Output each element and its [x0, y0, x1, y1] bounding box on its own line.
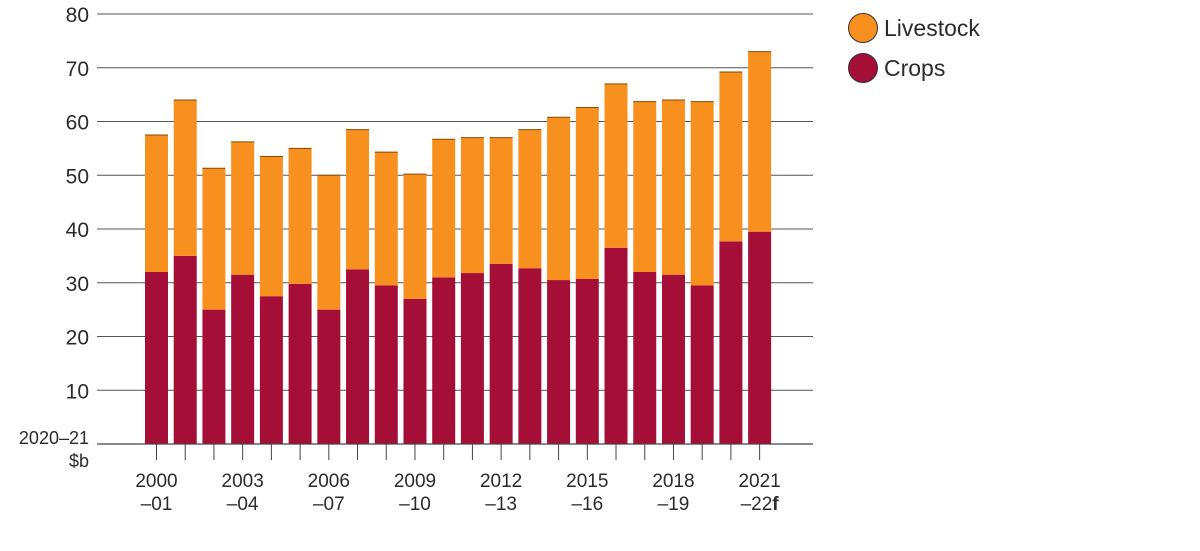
x-tick-label-year-3: 2003 [222, 471, 264, 492]
bar-crops-1 [173, 255, 197, 444]
bar-livestock-3 [231, 141, 255, 275]
bar-crops-19 [690, 285, 714, 444]
x-tick-label-year-6: 2006 [308, 471, 350, 492]
y-axis-tick-labels: 10 20 30 40 50 60 70 80 [66, 4, 89, 403]
legend-swatch-crops [848, 53, 878, 83]
bar-crops-18 [661, 274, 685, 444]
bar-crops-6 [317, 309, 341, 444]
bar-livestock-17 [633, 101, 657, 272]
legend-swatch-livestock [848, 13, 878, 43]
y-tick-label-50: 50 [66, 165, 89, 188]
x-tick-label-year-15: 2015 [566, 471, 608, 492]
bar-livestock-8 [374, 152, 398, 286]
bar-crops-7 [346, 269, 370, 444]
y-tick-label-80: 80 [66, 4, 89, 27]
bar-crops-2 [202, 309, 226, 444]
bar-livestock-16 [604, 83, 628, 248]
x-tick-label-span-18: –19 [658, 494, 690, 515]
bar-livestock-7 [346, 129, 370, 270]
x-tick-label-span-15: –16 [571, 494, 603, 515]
x-axis-tick-labels: 2000–012003–042006–072009–102012–132015–… [135, 471, 780, 515]
bar-livestock-18 [661, 100, 685, 275]
forecast-marker: f [772, 494, 779, 515]
stacked-bar-chart: 10 20 30 40 50 60 70 80 2000–01 2003–04 2006–07 20… [19, 4, 813, 515]
x-tick-label-year-12: 2012 [480, 471, 522, 492]
y-tick-label-40: 40 [66, 219, 89, 242]
bar-livestock-1 [173, 100, 197, 256]
x-tick-label-span-3: –04 [227, 494, 259, 515]
y-tick-label-30: 30 [66, 273, 89, 296]
bar-livestock-10 [432, 139, 456, 278]
bar-livestock-0 [145, 134, 168, 272]
bar-livestock-15 [575, 107, 599, 279]
bar-livestock-21 [748, 51, 772, 232]
bar-crops-0 [145, 272, 168, 444]
bar-crops-5 [288, 283, 312, 444]
x-tick-label-span-0: –01 [141, 494, 173, 515]
y-tick-label-70: 70 [66, 58, 89, 81]
bar-crops-14 [547, 280, 571, 444]
bar-crops-4 [259, 296, 283, 444]
bars [145, 51, 772, 444]
bar-crops-11 [460, 273, 484, 444]
unit-label-year: 2020–21 [19, 428, 89, 448]
bar-livestock-4 [259, 156, 283, 297]
bar-livestock-20 [719, 72, 743, 242]
x-tick-label-year-21: 2021 [738, 471, 780, 492]
unit-label-currency: $b [69, 451, 89, 471]
x-tick-label-year-18: 2018 [652, 471, 694, 492]
x-tick-label-span-21: –22f [741, 494, 780, 515]
bar-livestock-9 [403, 174, 427, 299]
legend: Livestock Crops [848, 8, 980, 88]
x-axis [97, 443, 813, 460]
legend-item-livestock: Livestock [848, 8, 980, 48]
bar-livestock-5 [288, 148, 312, 284]
bar-livestock-12 [489, 137, 513, 264]
bar-livestock-19 [690, 101, 714, 286]
legend-label-crops: Crops [884, 54, 946, 81]
y-tick-label-60: 60 [66, 112, 89, 135]
bar-crops-9 [403, 298, 427, 444]
legend-label-livestock: Livestock [884, 14, 980, 41]
bar-crops-10 [432, 277, 456, 444]
y-tick-label-20: 20 [66, 327, 89, 350]
bar-crops-13 [518, 268, 542, 444]
bar-crops-8 [374, 285, 398, 444]
x-tick-label-year-9: 2009 [394, 471, 436, 492]
legend-item-crops: Crops [848, 48, 980, 88]
bar-crops-15 [575, 278, 599, 444]
x-tick-label-span-9: –10 [399, 494, 431, 515]
bar-livestock-11 [460, 137, 484, 274]
bar-livestock-13 [518, 129, 542, 269]
bar-crops-3 [231, 274, 255, 444]
bar-livestock-2 [202, 168, 226, 310]
x-tick-label-span-12: –13 [485, 494, 517, 515]
bar-crops-20 [719, 241, 743, 444]
bar-crops-17 [633, 272, 657, 444]
x-tick-label-span-6: –07 [313, 494, 345, 515]
bar-livestock-6 [317, 175, 341, 310]
bar-crops-16 [604, 247, 628, 444]
bar-crops-21 [748, 231, 772, 444]
y-tick-label-10: 10 [66, 380, 89, 403]
bar-crops-12 [489, 263, 513, 444]
x-tick-label-year-0: 2000 [135, 471, 177, 492]
bar-livestock-14 [547, 117, 571, 281]
